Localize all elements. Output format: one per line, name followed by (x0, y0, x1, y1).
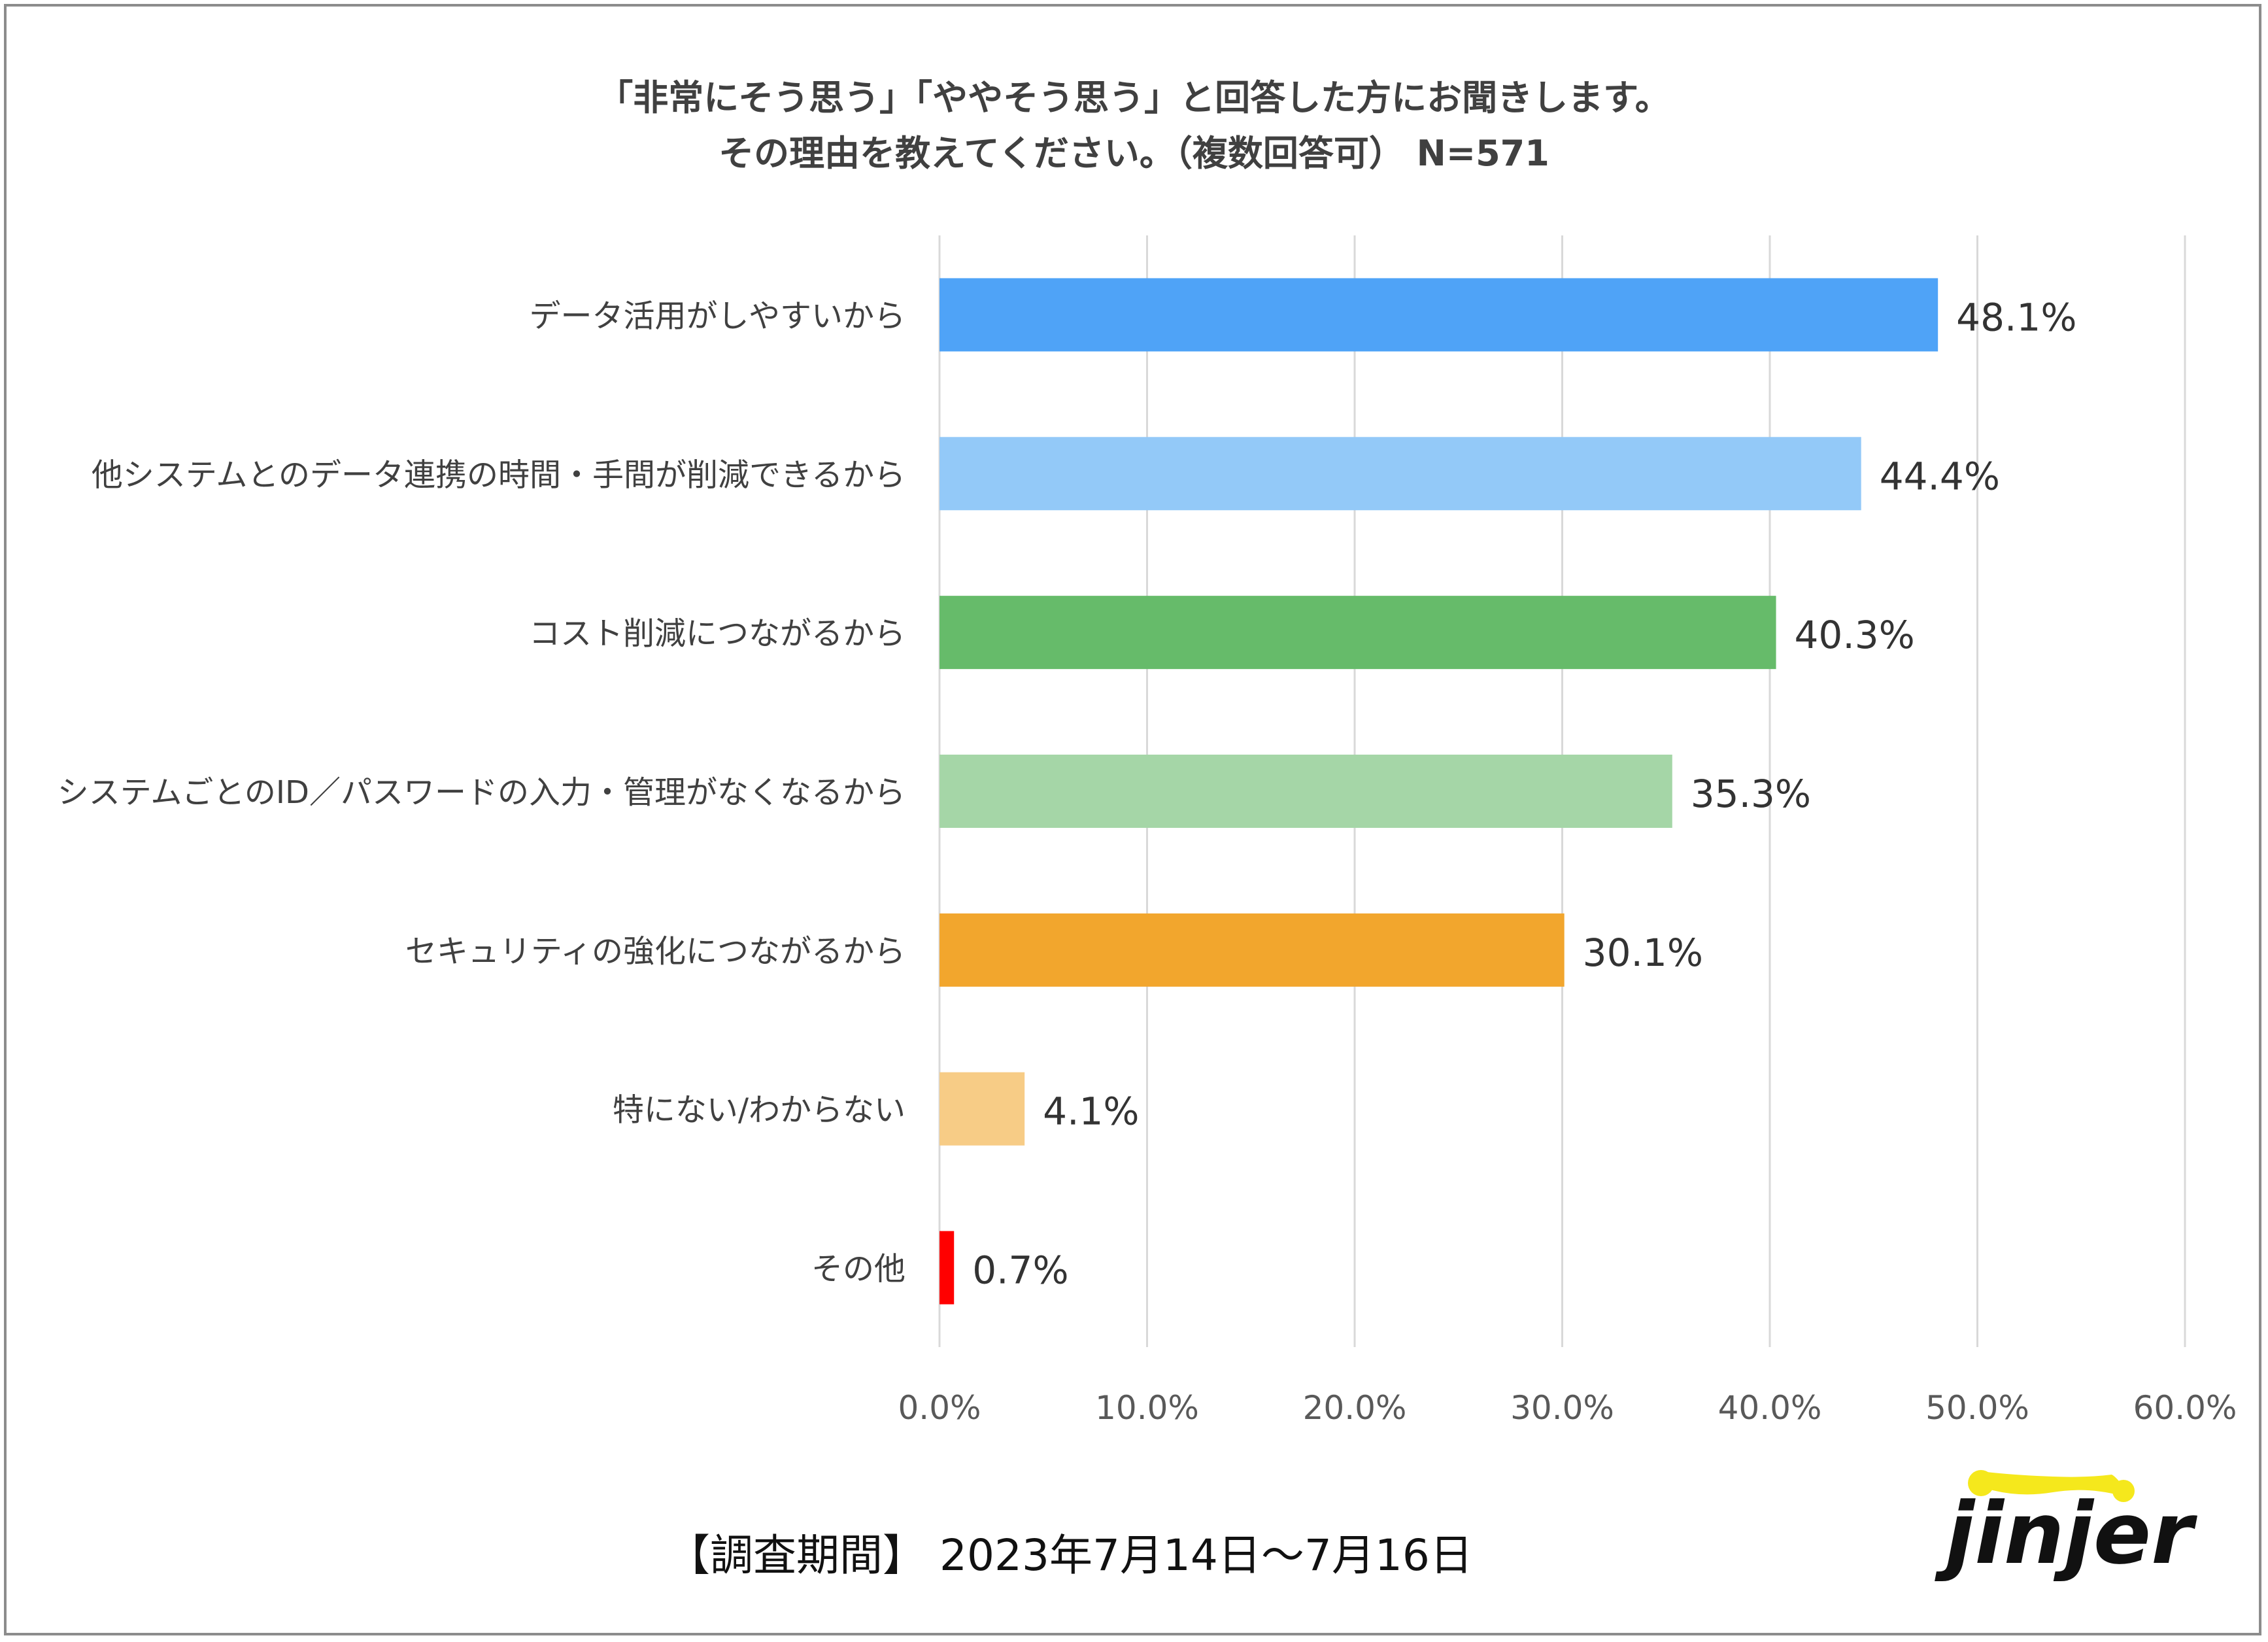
value-label: 48.1% (1956, 295, 2076, 339)
bar (939, 913, 1565, 987)
bar (939, 1231, 955, 1305)
logo-wordmark: jinjer (1935, 1484, 2197, 1583)
value-label: 44.4% (1880, 454, 2000, 498)
logo-accent-mark (1978, 1471, 2131, 1499)
value-label: 40.3% (1795, 613, 1915, 657)
x-axis-tick-labels: 0.0% 10.0% 20.0% 30.0% 40.0% 50.0% 60.0% (898, 1389, 2237, 1427)
bar (939, 755, 1672, 828)
value-label: 35.3% (1691, 772, 1811, 816)
chart-subtitle: その理由を教えてください。（複数回答可） N=571 (719, 133, 1549, 174)
x-tick-label: 0.0% (898, 1389, 981, 1427)
x-tick-label: 30.0% (1510, 1389, 1614, 1427)
x-tick-label: 50.0% (1925, 1389, 2029, 1427)
category-label: 特にない/わからない (613, 1092, 906, 1129)
x-tick-label: 60.0% (2133, 1389, 2237, 1427)
category-label: コスト削減につながるから (529, 615, 906, 652)
bars (939, 278, 1938, 1305)
category-label: データ活用がしやすいから (529, 298, 906, 334)
bar (939, 596, 1776, 670)
bar (939, 1072, 1025, 1146)
x-tick-label: 10.0% (1095, 1389, 1199, 1427)
category-label: その他 (811, 1251, 906, 1288)
x-tick-label: 40.0% (1718, 1389, 1822, 1427)
category-label: 他システムとのデータ連携の時間・手間が削減できるから (92, 456, 906, 493)
category-label: システムごとのID／パスワードの入力・管理がなくなるから (58, 774, 906, 811)
chart-title: 「非常にそう思う」「ややそう思う」と回答した方にお聞きします。 (598, 77, 1670, 118)
value-label: 0.7% (972, 1248, 1068, 1293)
bar (939, 278, 1938, 352)
value-labels: 48.1% 44.4% 40.3% 35.3% 30.1% 4.1% 0.7% (972, 295, 2076, 1292)
category-label: セキュリティの強化につながるから (405, 933, 906, 970)
jinjer-logo: jinjer (1935, 1470, 2197, 1583)
bar (939, 437, 1861, 511)
value-label: 30.1% (1583, 931, 1703, 975)
category-labels: データ活用がしやすいから他システムとのデータ連携の時間・手間が削減できるからコス… (58, 298, 906, 1287)
survey-period: 【調査期間】 2023年7月14日～7月16日 (667, 1530, 1473, 1581)
value-label: 4.1% (1043, 1089, 1139, 1134)
x-tick-label: 20.0% (1303, 1389, 1407, 1427)
